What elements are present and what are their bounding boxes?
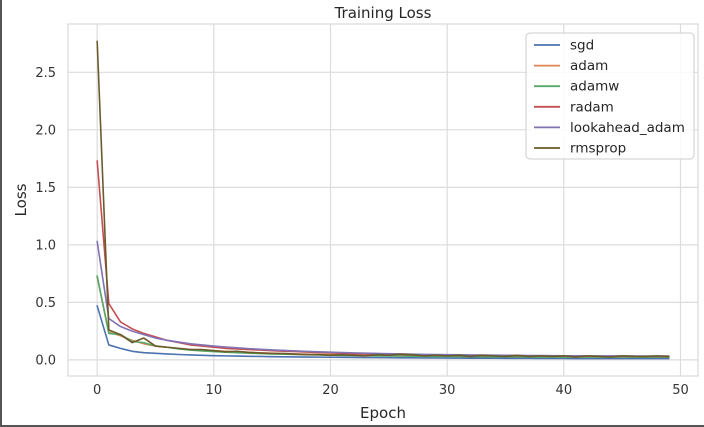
legend-label-radam: radam bbox=[570, 99, 614, 115]
y-tick-label: 1.0 bbox=[35, 238, 56, 253]
series-line-sgd bbox=[96, 305, 670, 360]
y-axis-label: Loss bbox=[12, 183, 30, 216]
legend-label-sgd: sgd bbox=[570, 38, 594, 54]
y-tick-label: 0.5 bbox=[35, 296, 56, 311]
x-tick-label: 30 bbox=[439, 383, 456, 398]
x-axis-label: Epoch bbox=[360, 404, 406, 422]
x-tick-label: 40 bbox=[556, 383, 573, 398]
series-lines bbox=[96, 40, 670, 360]
grid-lines bbox=[68, 24, 698, 376]
series-line-lookahead-adam bbox=[96, 240, 670, 357]
x-tick-label: 10 bbox=[206, 383, 223, 398]
legend-label-lookahead-adam: lookahead_adam bbox=[570, 120, 685, 136]
x-tick-label: 0 bbox=[93, 383, 101, 398]
series-line-rmsprop bbox=[96, 40, 670, 358]
legend-label-adam: adam bbox=[570, 58, 608, 74]
chart-title: Training Loss bbox=[334, 4, 432, 22]
y-tick-label: 0.0 bbox=[35, 353, 56, 368]
x-tick-label: 20 bbox=[322, 383, 339, 398]
legend-box bbox=[525, 32, 695, 160]
tick-labels: 0 10 20 30 40 50 0.0 0.5 1.0 1.5 2.0 2.5 bbox=[35, 66, 688, 398]
y-tick-label: 2.0 bbox=[35, 123, 56, 138]
x-tick-label: 50 bbox=[672, 383, 689, 398]
legend-label-rmsprop: rmsprop bbox=[570, 141, 626, 157]
y-tick-label: 1.5 bbox=[35, 181, 56, 196]
y-tick-label: 2.5 bbox=[35, 66, 56, 81]
legend-label-adamw: adamw bbox=[570, 79, 619, 95]
